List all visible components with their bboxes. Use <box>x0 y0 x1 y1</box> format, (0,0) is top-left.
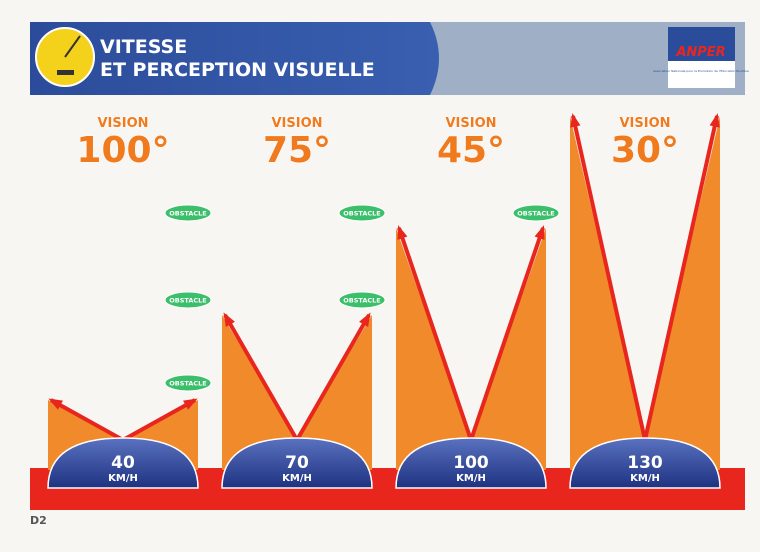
speed-value: 100 <box>453 453 489 473</box>
sight-arrow <box>571 115 647 441</box>
sight-arrow <box>122 398 196 442</box>
sight-arrow <box>50 398 124 442</box>
arrow-head <box>397 225 408 240</box>
speed-unit: KM/H <box>456 473 486 484</box>
sight-arrow <box>469 227 545 441</box>
speed-unit: KM/H <box>630 473 660 484</box>
vision-label: VISION <box>271 116 322 131</box>
gauge-needle <box>64 35 81 58</box>
vision-area <box>222 315 372 470</box>
footer-code: D2 <box>30 514 47 527</box>
vision-angle: 100° <box>76 130 169 171</box>
vision-angle: 30° <box>611 130 679 171</box>
obstacle-marker <box>512 204 560 222</box>
obstacle-marker <box>338 204 386 222</box>
obstacle-marker <box>338 291 386 309</box>
vision-area <box>570 116 720 470</box>
logo-band <box>668 27 735 61</box>
speed-value: 130 <box>627 453 663 473</box>
sight-arrow <box>295 314 371 441</box>
speed-unit: KM/H <box>108 473 138 484</box>
speed-dome <box>569 437 721 489</box>
speed-dome <box>47 437 199 489</box>
speed-value: 40 <box>111 453 135 473</box>
vision-area <box>396 228 546 470</box>
sight-arrow <box>643 115 719 441</box>
logo-tagline: Association Nationale pour la Promotion … <box>653 69 749 73</box>
speed-dome <box>221 437 373 489</box>
obstacle-label: OBSTACLE <box>343 210 380 218</box>
vision-label: VISION <box>445 116 496 131</box>
arrow-head <box>223 312 235 327</box>
obstacle-label: OBSTACLE <box>169 297 206 305</box>
obstacle-label: OBSTACLE <box>343 297 380 305</box>
arrow-head <box>534 225 545 240</box>
gauge-display <box>57 70 74 75</box>
vision-angle: 75° <box>263 130 331 171</box>
vision-angle: 45° <box>437 130 505 171</box>
vision-label: VISION <box>619 116 670 131</box>
arrow-head <box>570 113 581 128</box>
obstacle-label: OBSTACLE <box>169 380 206 388</box>
arrow-head <box>183 398 198 410</box>
obstacle-marker <box>164 204 212 222</box>
sight-arrow <box>397 227 473 441</box>
obstacle-marker <box>164 291 212 309</box>
arrow-head <box>359 312 371 327</box>
speed-value: 70 <box>285 453 309 473</box>
speed-unit: KM/H <box>282 473 312 484</box>
arrow-head <box>48 398 63 410</box>
logo-name: ANPER <box>675 45 725 60</box>
obstacle-label: OBSTACLE <box>517 210 554 218</box>
vision-label: VISION <box>97 116 148 131</box>
panels: 40KM/HVISION100°OBSTACLEOBSTACLEOBSTACLE… <box>47 113 721 489</box>
banner <box>30 22 439 95</box>
title-line2: ET PERCEPTION VISUELLE <box>100 59 375 81</box>
arrow-head <box>709 113 720 128</box>
title-line1: VITESSE <box>100 36 187 58</box>
obstacle-marker <box>164 374 212 392</box>
speed-dome <box>395 437 547 489</box>
obstacle-label: OBSTACLE <box>169 210 206 218</box>
sight-arrow <box>223 314 299 441</box>
